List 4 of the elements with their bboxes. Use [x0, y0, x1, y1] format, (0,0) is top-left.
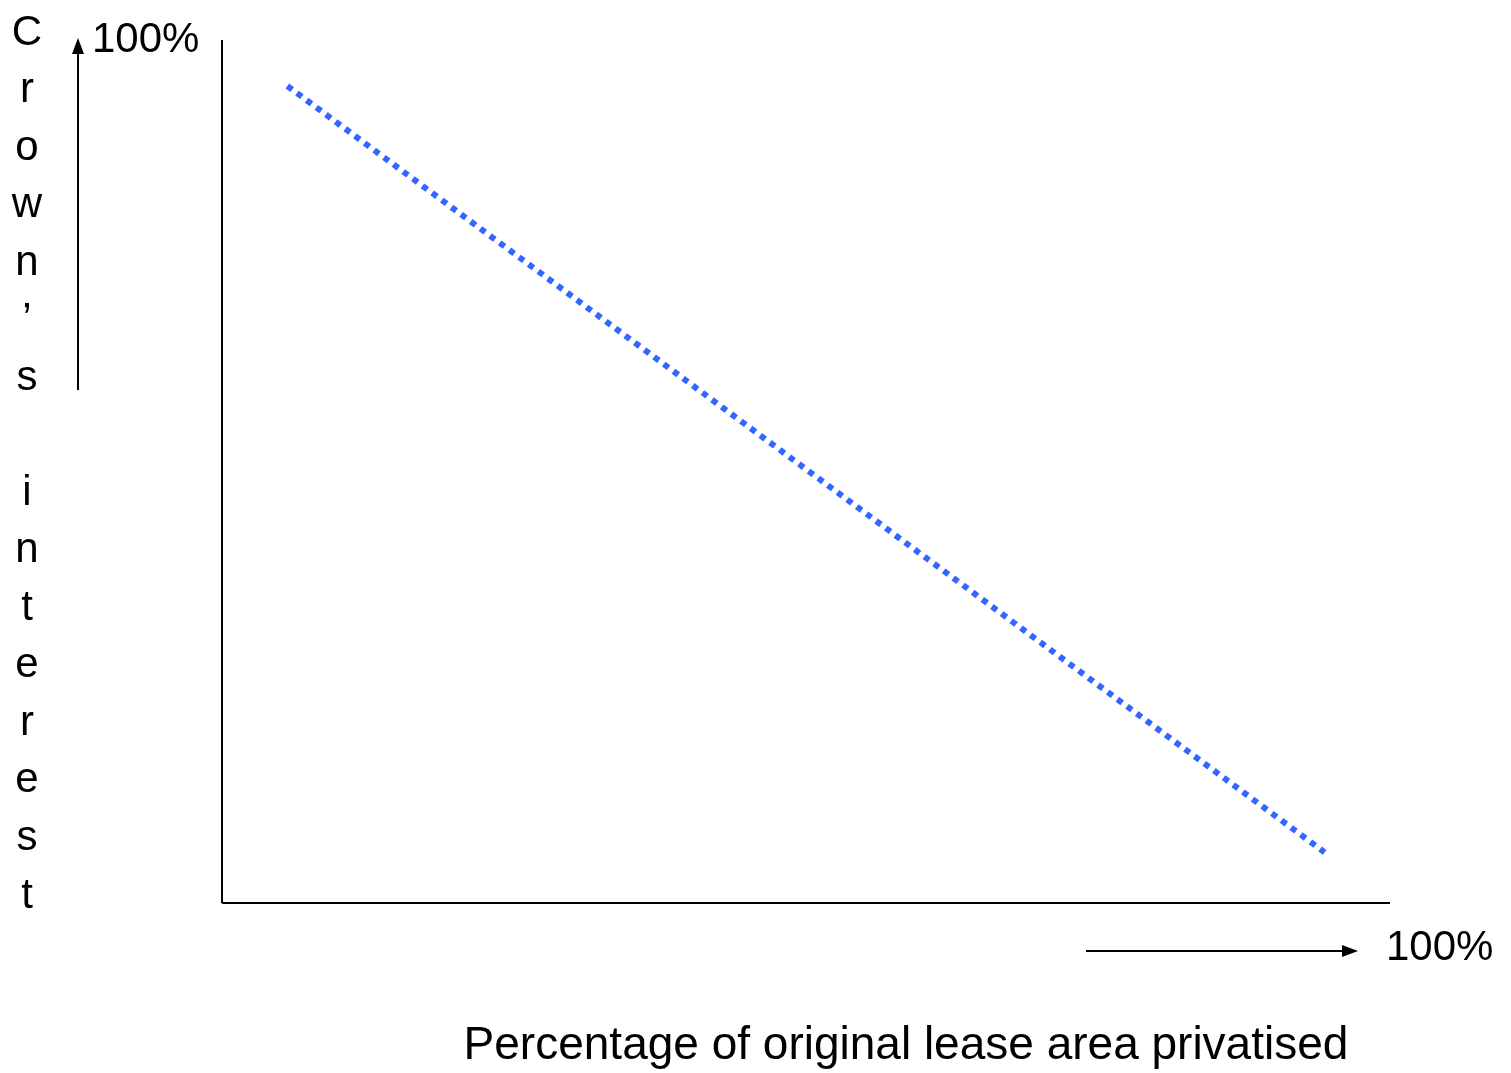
x-axis-title: Percentage of original lease area privatised — [463, 1017, 1349, 1069]
text: Crown’s interest — [11, 6, 43, 917]
text: 100% — [92, 13, 200, 61]
text: 100% — [1386, 921, 1494, 969]
